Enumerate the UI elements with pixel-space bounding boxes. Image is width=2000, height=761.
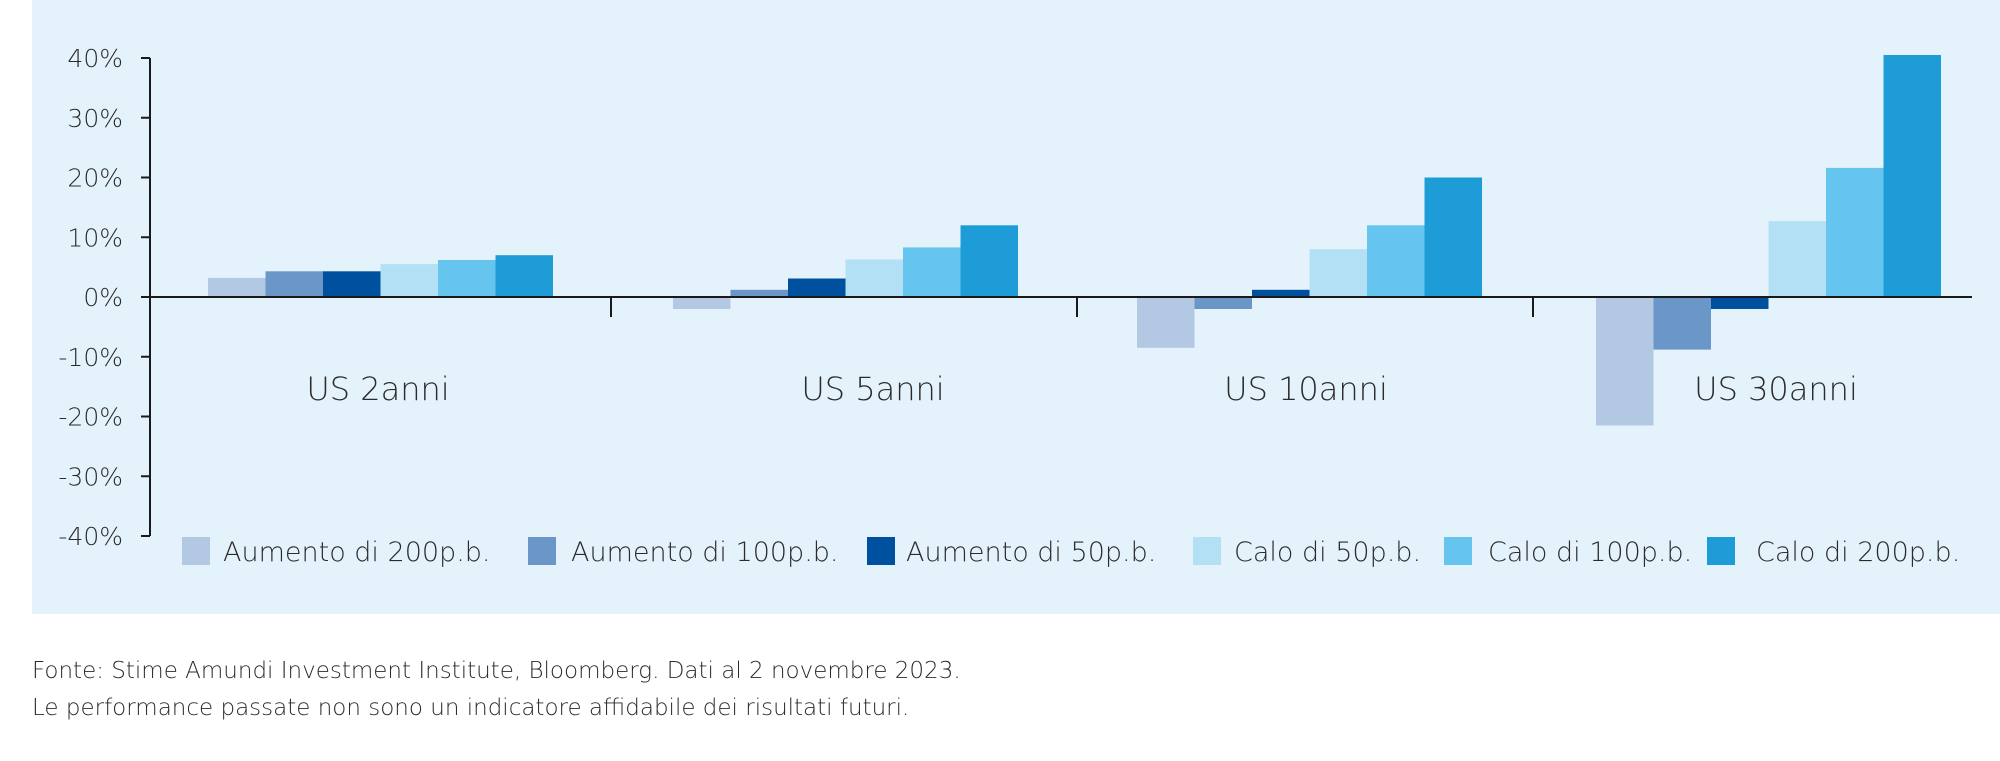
legend-label: Calo di 100p.b. — [1488, 537, 1692, 568]
y-tick-label: -30% — [58, 462, 123, 491]
y-tick-label: 20% — [67, 164, 123, 193]
legend-label: Aumento di 200p.b. — [223, 537, 491, 568]
bar-1-1 — [208, 277, 266, 297]
bar-2-1 — [265, 271, 323, 297]
bar-1-2 — [673, 297, 731, 309]
bar-6-3 — [1424, 177, 1482, 297]
bar-3-3 — [1252, 289, 1310, 297]
bar-4-2 — [845, 259, 903, 297]
legend: Aumento di 200p.b. Aumento di 100p.b. Aume… — [182, 537, 1960, 568]
legend-swatch — [182, 537, 210, 565]
legend-swatch — [528, 537, 556, 565]
bars — [208, 55, 1941, 426]
y-tick-label: -20% — [58, 403, 123, 432]
category-label: US 30anni — [1694, 370, 1858, 408]
category-label: US 5anni — [801, 370, 944, 408]
bar-4-3 — [1309, 249, 1367, 297]
legend-label: Aumento di 100p.b. — [571, 537, 839, 568]
y-tick-label: -10% — [58, 343, 123, 372]
bar-2-4 — [1653, 297, 1711, 350]
bar-6-2 — [960, 225, 1018, 297]
legend-swatch — [1444, 537, 1472, 565]
legend-swatch — [1193, 537, 1221, 565]
bar-2-3 — [1194, 297, 1252, 309]
bar-chart: 40%30%20%10%0%-10%-20%-30%-40% US 2anni U… — [58, 44, 1972, 568]
y-tick-label: -40% — [58, 522, 123, 551]
y-axis-ticks: 40% 30% 20% 10% 0% -10% -20% -30% -40% — [58, 44, 150, 551]
bar-5-4 — [1826, 167, 1884, 297]
y-tick-label: 30% — [67, 104, 123, 133]
legend-label: Calo di 50p.b. — [1234, 537, 1421, 568]
y-tick-label: 0% — [83, 283, 123, 312]
bar-4-1 — [380, 264, 438, 297]
legend-label: Calo di 200p.b. — [1756, 537, 1960, 568]
category-label: US 2anni — [306, 370, 449, 408]
legend-swatch — [867, 537, 895, 565]
bar-5-2 — [903, 247, 961, 297]
bar-2-2 — [730, 289, 788, 297]
source-note: Fonte: Stime Amundi Investment Institute… — [32, 658, 961, 684]
bar-3-2 — [788, 278, 846, 297]
category-labels: US 2anni US 5anni US 10anni US 30anni — [306, 370, 1858, 408]
y-tick-label: 40% — [67, 44, 123, 73]
bar-1-3 — [1137, 297, 1195, 348]
bar-5-3 — [1367, 225, 1425, 297]
y-tick-label: 10% — [67, 223, 123, 252]
bar-6-1 — [495, 255, 553, 297]
bar-1-4 — [1596, 297, 1654, 426]
bar-3-1 — [323, 271, 381, 297]
bar-3-4 — [1711, 297, 1769, 309]
category-label: US 10anni — [1224, 370, 1388, 408]
legend-swatch — [1707, 537, 1735, 565]
disclaimer-note: Le performance passate non sono un indic… — [32, 695, 910, 721]
bar-5-1 — [438, 260, 496, 297]
axes — [149, 58, 1972, 536]
bar-4-4 — [1768, 221, 1826, 297]
legend-label: Aumento di 50p.b. — [906, 537, 1156, 568]
bar-6-4 — [1883, 55, 1941, 297]
